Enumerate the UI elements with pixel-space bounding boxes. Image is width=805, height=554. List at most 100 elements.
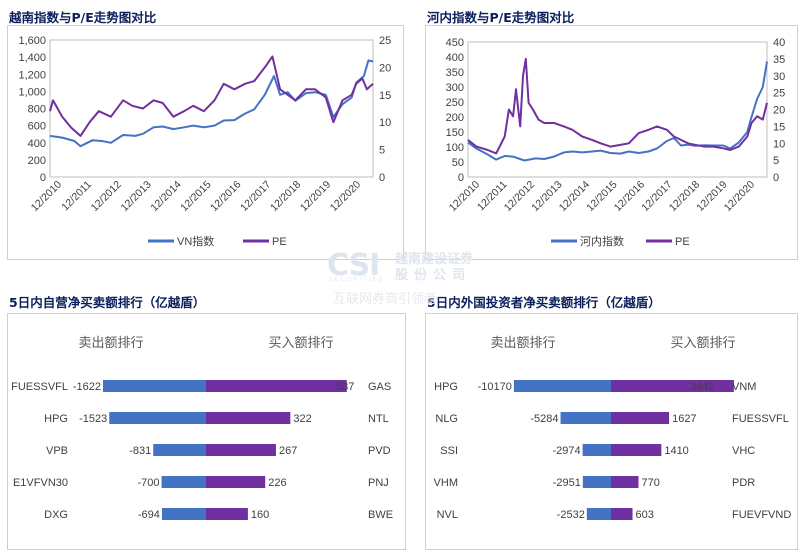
prop-rank-title: 5日内自营净买卖额排行（亿越盾） (9, 295, 206, 310)
sell-bar (582, 476, 611, 488)
buy-ticker-label: VNM (732, 381, 756, 393)
y-right-tick-label: 25 (773, 88, 785, 100)
y-right-tick-label: 5 (379, 145, 385, 157)
plot-frame (49, 39, 374, 178)
legend-label: PE (675, 236, 690, 248)
y-left-tick-label: 1,200 (18, 69, 46, 81)
buy-header: 买入额排行 (670, 336, 735, 351)
sell-value-label: -5284 (530, 413, 558, 425)
watermark-sub: SECURITIES (329, 276, 385, 283)
csi-watermark: CSI 越南建设证券 股份公司 SECURITIES 互联网券商引领者 (327, 244, 517, 307)
watermark-name-line2: 股份公司 (395, 268, 472, 283)
sell-value-label: -831 (129, 445, 151, 457)
sell-bar (161, 508, 206, 520)
series-line-pe (49, 55, 374, 137)
y-left-tick-label: 1,400 (18, 52, 46, 64)
sell-ticker-label: VPB (46, 445, 68, 457)
y-right-tick-label: 20 (379, 62, 391, 74)
sell-bar (153, 444, 206, 456)
buy-ticker-label: FUEVFVND (732, 509, 791, 521)
sell-value-label: -700 (138, 477, 160, 489)
buy-ticker-label: VHC (732, 445, 755, 457)
buy-value-label: 770 (641, 477, 659, 489)
foreign-rank-panel: 卖出额排行 买入额排行 HPG -10170 NLG -5284 SSI -2974 VHM -2… (425, 313, 798, 550)
y-left-tick-label: 400 (446, 52, 464, 64)
sell-value-label: -2532 (557, 509, 585, 521)
buy-value-label: 322 (293, 413, 311, 425)
hn-chart-title: 河内指数与P/E走势图对比 (427, 10, 575, 25)
y-left-tick-label: 100 (446, 142, 464, 154)
vn-chart-panel: 0 200 400 600 800 1,000 1,200 1,400 1,600 0 5 10 15 2… (7, 25, 404, 260)
sell-bar (560, 412, 611, 424)
y-left-tick-label: 250 (446, 97, 464, 109)
x-tick-label: 12/2012 (89, 179, 124, 214)
x-tick-label: 12/2020 (328, 179, 363, 214)
buy-ticker-label: PVD (368, 445, 391, 457)
y-left-tick-label: 200 (446, 112, 464, 124)
buy-ticker-label: BWE (368, 509, 393, 521)
buy-value-label: 537 (336, 381, 354, 393)
sell-ticker-label: E1VFVN30 (13, 477, 68, 489)
series-line-index (467, 61, 768, 162)
y-left-tick-label: 1,600 (18, 35, 46, 47)
x-tick-label: 12/2018 (268, 179, 303, 214)
sell-value-label: -2974 (552, 445, 580, 457)
buy-bar (206, 444, 276, 456)
foreign-rank-title: 5日内外国投资者净买卖额排行（亿越盾） (427, 295, 661, 310)
y-left-tick-label: 50 (452, 157, 464, 169)
buy-bar (206, 508, 248, 520)
prop-rank-panel: 卖出额排行 买入额排行 FUESSVFL -1622 HPG -1523 VPB -831 E1… (7, 313, 406, 550)
buy-value-label: 3442 (690, 381, 714, 393)
watermark-line: 互联网券商引领者 (333, 292, 438, 307)
y-right-tick-label: 10 (773, 138, 785, 150)
buy-ticker-label: PNJ (368, 477, 389, 489)
sell-value-label: -694 (138, 509, 160, 521)
y-right-tick-label: 40 (773, 37, 785, 49)
watermark-name-line1: 越南建设证券 (395, 252, 474, 267)
x-tick-label: 12/2010 (29, 179, 64, 214)
buy-value-label: 603 (636, 509, 654, 521)
sell-bar (161, 476, 206, 488)
y-right-tick-label: 35 (773, 54, 785, 66)
buy-ticker-label: FUESSVFL (732, 413, 789, 425)
y-left-tick-label: 0 (40, 172, 46, 184)
buy-bar (611, 380, 734, 392)
sell-bar (582, 444, 611, 456)
buy-bar (611, 508, 633, 520)
sell-bar (109, 412, 206, 424)
y-right-tick-label: 15 (773, 121, 785, 133)
sell-value-label: -10170 (478, 381, 512, 393)
sell-value-label: -1523 (79, 413, 107, 425)
vn-chart-title: 越南指数与P/E走势图对比 (9, 10, 157, 25)
buy-value-label: 267 (279, 445, 297, 457)
x-tick-label: 12/2017 (238, 179, 273, 214)
y-right-tick-label: 15 (379, 90, 391, 102)
buy-bar (206, 380, 347, 392)
x-tick-label: 12/2011 (59, 179, 94, 214)
sell-ticker-label: DXG (44, 509, 68, 521)
x-tick-label: 12/2020 (722, 179, 757, 214)
buy-bar (611, 444, 662, 456)
x-tick-label: 12/2014 (148, 179, 183, 214)
y-right-tick-label: 25 (379, 35, 391, 47)
plot-frame (467, 41, 768, 178)
sell-bar (586, 508, 611, 520)
buy-header: 买入额排行 (268, 336, 333, 351)
y-left-tick-label: 300 (446, 82, 464, 94)
x-tick-label: 12/2013 (118, 179, 153, 214)
x-tick-label: 12/2019 (298, 179, 333, 214)
buy-value-label: 1410 (664, 445, 688, 457)
vn-index-pe-chart: 0 200 400 600 800 1,000 1,200 1,400 1,600 0 5 10 15 2… (18, 35, 391, 248)
y-left-tick-label: 400 (28, 138, 46, 150)
sell-ticker-label: FUESSVFL (11, 381, 68, 393)
y-left-tick-label: 800 (28, 104, 46, 116)
sell-header: 卖出额排行 (490, 336, 555, 351)
series-line-index (49, 59, 374, 148)
sell-ticker-label: VHM (434, 477, 458, 489)
buy-value-label: 1627 (672, 413, 696, 425)
buy-bar (611, 412, 670, 424)
buy-bar (206, 412, 291, 424)
sell-header: 卖出额排行 (78, 336, 143, 351)
sell-value-label: -1622 (73, 381, 101, 393)
y-right-tick-label: 5 (773, 155, 779, 167)
